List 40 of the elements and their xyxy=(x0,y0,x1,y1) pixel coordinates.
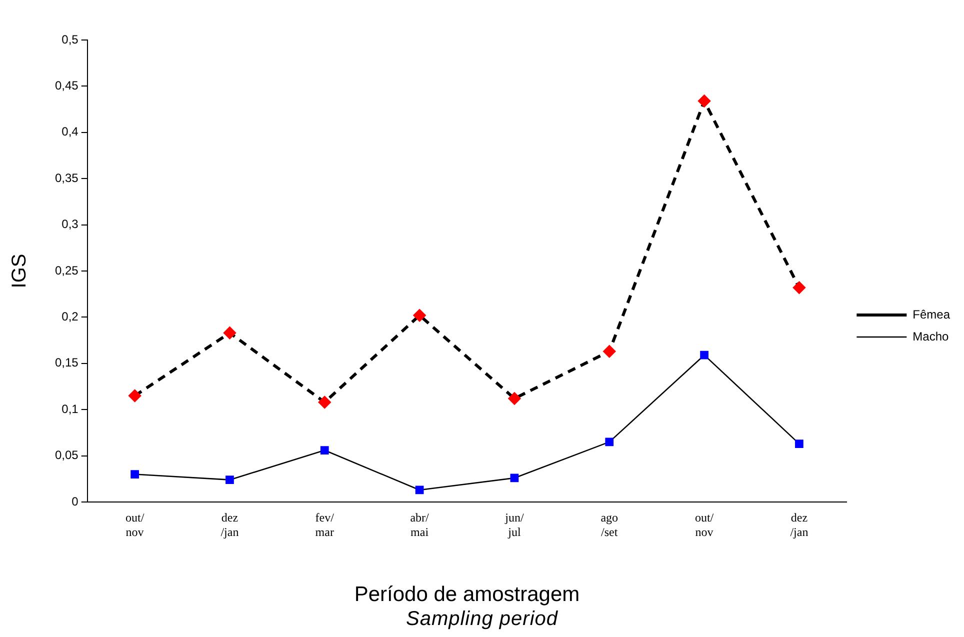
point xyxy=(700,350,708,360)
point xyxy=(130,470,139,478)
y-tick-label: 0,1 xyxy=(62,402,79,416)
point xyxy=(795,440,804,448)
y-tick-label: 0,35 xyxy=(54,170,79,185)
x-tick-label: dez /jan xyxy=(790,510,808,539)
y-tick-label: 0,25 xyxy=(54,263,79,278)
x-axis-title: Período de amostragem xyxy=(354,583,580,606)
text: Sampling period xyxy=(404,608,560,631)
y-tick-label: 0,15 xyxy=(54,356,79,370)
y-tick-label: 0,45 xyxy=(54,78,79,93)
legend-label: Macho xyxy=(912,329,949,344)
x-tick-label: ago /set xyxy=(600,510,618,539)
point xyxy=(224,326,236,339)
x-tick-label: abr/ mai xyxy=(410,510,430,539)
x-tick-label: out/ nov xyxy=(125,510,145,539)
y-tick-label: 0 xyxy=(72,494,79,508)
point xyxy=(320,446,329,454)
point xyxy=(226,476,234,484)
y-tick-label: 0,05 xyxy=(54,448,79,462)
point xyxy=(508,392,520,405)
point xyxy=(793,282,806,294)
y-axis-title: IGS xyxy=(8,254,31,288)
point xyxy=(414,309,426,322)
point xyxy=(698,94,710,107)
x-tick-label: jun/ jul xyxy=(504,510,524,539)
point xyxy=(605,438,614,446)
y-tick-label: 0,3 xyxy=(62,217,79,232)
x-tick-label: dez /jan xyxy=(220,510,239,539)
y-tick-label: 0,4 xyxy=(62,124,79,139)
y-tick-label: 0,5 xyxy=(62,32,79,46)
point xyxy=(318,396,331,408)
point xyxy=(415,486,424,494)
legend-label: Fêmea xyxy=(912,307,950,322)
x-tick-label: fev/ mar xyxy=(315,510,335,539)
x-tick-label: out/ nov xyxy=(694,510,714,539)
y-tick-label: 0,2 xyxy=(62,310,79,324)
point xyxy=(603,345,616,358)
point xyxy=(510,474,519,482)
point xyxy=(128,390,141,402)
